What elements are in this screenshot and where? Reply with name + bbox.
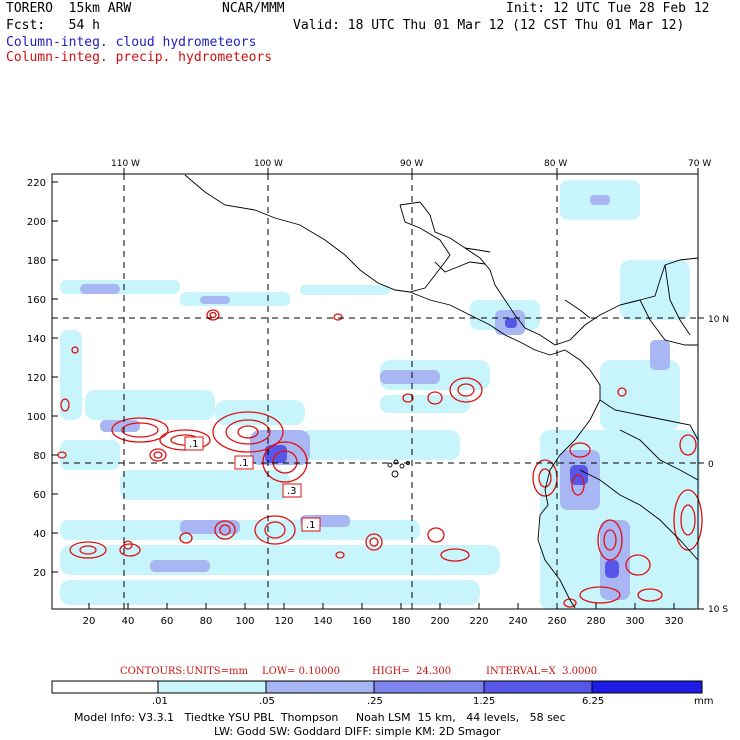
x-tick-label: 40: [122, 616, 135, 627]
y-tick-label: 180: [27, 256, 46, 267]
lat-label: 10 S: [708, 605, 728, 615]
x-tick-label: 300: [625, 616, 644, 627]
contour-info-high: HIGH= 24.300: [372, 666, 452, 677]
y-tick-label: 120: [27, 373, 46, 384]
x-tick-label: 120: [274, 616, 293, 627]
y-tick-label: 100: [27, 412, 46, 423]
coastlines: [184, 174, 699, 609]
colorbar-bin: [591, 680, 703, 694]
model-info-line2: LW: Godd SW: Goddard DIFF: simple KM: 2D…: [214, 725, 501, 738]
lon-label: 80 W: [544, 159, 567, 169]
x-tick-label: 20: [83, 616, 96, 627]
x-tick-label: 320: [664, 616, 683, 627]
x-tick-label: 260: [547, 616, 566, 627]
x-tick-label: 180: [391, 616, 410, 627]
valid-time: Valid: 18 UTC Thu 01 Mar 12 (12 CST Thu …: [293, 18, 685, 33]
precip-contours: [57, 309, 703, 608]
field-precip-title: Column-integ. precip. hydrometeors: [6, 50, 273, 65]
graticule: [52, 174, 698, 609]
lon-label: 110 W: [111, 159, 140, 169]
lat-label: 10 N: [708, 315, 729, 325]
contour-label: .1: [306, 520, 316, 531]
contour-info-interval: INTERVAL=X 3.0000: [486, 666, 598, 677]
x-tick-label: 220: [469, 616, 488, 627]
x-tick-label: 200: [430, 616, 449, 627]
colorbar-tick: .25: [367, 696, 383, 707]
init-time: Init: 12 UTC Tue 28 Feb 12: [506, 1, 710, 16]
colorbar-bin: [373, 680, 485, 694]
colorbar-tick: .01: [152, 696, 168, 707]
x-tick-label: 240: [508, 616, 527, 627]
x-tick-label: 80: [200, 616, 213, 627]
x-tick-label: 140: [313, 616, 332, 627]
contour-label: .1: [239, 458, 249, 469]
contour-info-low: LOW= 0.10000: [262, 666, 341, 677]
colorbar-tick: .05: [259, 696, 275, 707]
lon-label: 70 W: [688, 159, 711, 169]
y-tick-label: 40: [33, 529, 46, 540]
y-tick-label: 140: [27, 334, 46, 345]
x-tick-label: 280: [586, 616, 605, 627]
y-tick-label: 80: [33, 451, 46, 462]
contour-label: .3: [287, 486, 297, 497]
y-tick-label: 220: [27, 178, 46, 189]
center-label: NCAR/MMM: [222, 1, 285, 16]
colorbar-bin: [51, 680, 159, 694]
map-frame: [51, 173, 699, 610]
colorbar-bin: [157, 680, 267, 694]
contour-info-units: UNITS=mm: [186, 666, 248, 677]
contour-label-boxes: [184, 436, 321, 532]
colorbar-tick: 6.25: [582, 696, 605, 707]
x-tick-label: 60: [161, 616, 174, 627]
lat-label: 0: [708, 460, 714, 470]
forecast-hour: Fcst: 54 h: [6, 18, 100, 33]
y-tick-label: 60: [33, 490, 46, 501]
y-tick-label: 200: [27, 217, 46, 228]
lon-label: 100 W: [254, 159, 283, 169]
model-title: TORERO 15km ARW: [6, 1, 132, 16]
colorbar-unit: mm: [694, 696, 714, 707]
y-tick-label: 20: [33, 568, 46, 579]
colorbar: [51, 680, 703, 694]
contour-label: .1: [189, 439, 199, 450]
x-tick-label: 160: [352, 616, 371, 627]
contour-info-contours: CONTOURS:: [120, 666, 186, 677]
colorbar-bin: [483, 680, 593, 694]
colorbar-tick: 1.25: [473, 696, 496, 707]
lon-label: 90 W: [400, 159, 423, 169]
y-tick-label: 160: [27, 295, 46, 306]
model-info-line1: Model Info: V3.3.1 Tiedtke YSU PBL Thomp…: [74, 711, 566, 724]
field-cloud-title: Column-integ. cloud hydrometeors: [6, 35, 257, 50]
axis-ticks: [52, 168, 704, 610]
colorbar-bin: [265, 680, 375, 694]
x-tick-label: 100: [235, 616, 254, 627]
